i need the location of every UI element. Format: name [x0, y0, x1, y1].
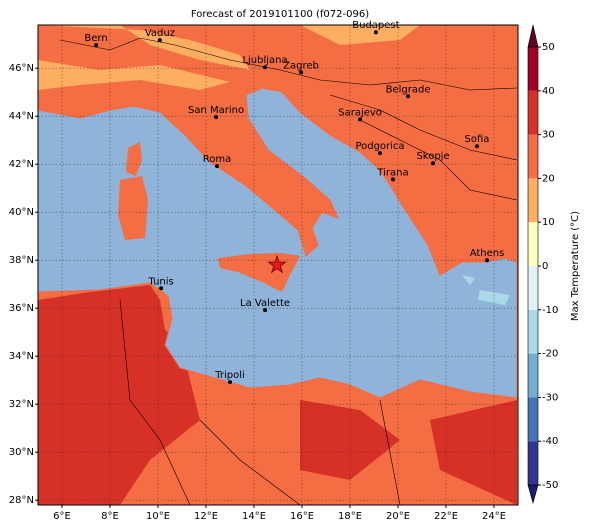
city-dot [159, 286, 164, 291]
city-dot [485, 258, 490, 263]
city-label: Belgrade [386, 84, 431, 95]
colorbar-tick-label: 0 [542, 261, 548, 272]
colorbar-tick-label: 50 [542, 42, 555, 53]
city-label: Zagreb [283, 60, 319, 71]
city-label: Budapest [352, 20, 399, 31]
colorbar: 50 40 30 20 10 0 -10 -20 -30 -40 -50 [527, 24, 558, 505]
city-label: Tirana [376, 167, 408, 178]
city-dot [263, 65, 268, 70]
city-dot [157, 38, 162, 43]
city-label: Sofia [465, 134, 490, 145]
colorbar-segment [528, 90, 538, 135]
city-label: Tunis [147, 276, 173, 287]
colorbar-tick-label: -10 [542, 305, 558, 316]
lat-tick-label: 36°N [9, 303, 34, 314]
city-label: Podgorica [355, 141, 404, 152]
city-dot [358, 117, 363, 122]
lon-tick-label: 18°E [338, 511, 362, 522]
lon-tick-label: 22°E [434, 511, 458, 522]
lon-tick-label: 6°E [53, 511, 71, 522]
aegean-islands [462, 275, 510, 305]
city-label: San Marino [188, 105, 244, 116]
city-label: Skopje [416, 151, 449, 162]
colorbar-segment [528, 353, 538, 398]
sardinia [118, 176, 148, 240]
city-dot [215, 164, 220, 169]
colorbar-tick-label: -40 [542, 436, 558, 447]
city-label: Vaduz [145, 28, 175, 39]
colorbar-segment [528, 441, 538, 485]
lon-tick-label: 8°E [101, 511, 119, 522]
city-dot [474, 144, 479, 149]
lat-tick-label: 44°N [9, 111, 34, 122]
colorbar-tick-label: 10 [542, 217, 555, 228]
city-label: Sarajevo [338, 107, 382, 118]
city-dot [406, 94, 411, 99]
colorbar-tick-label: -20 [542, 349, 558, 360]
city-dot [299, 70, 304, 75]
lat-tick-label: 28°N [9, 495, 34, 506]
lat-tick-label: 42°N [9, 159, 34, 170]
lat-tick-label: 30°N [9, 447, 34, 458]
lon-tick-label: 24°E [482, 511, 506, 522]
city-dot [94, 43, 99, 48]
city-label: Bern [84, 33, 107, 44]
cool-land [38, 25, 420, 90]
city-label: La Valette [240, 298, 290, 309]
lat-tick-label: 46°N [9, 63, 34, 74]
city-dot [214, 115, 219, 120]
colorbar-segment [528, 266, 538, 310]
city-dot [373, 30, 378, 35]
lat-tick-label: 32°N [9, 399, 34, 410]
star-marker [267, 254, 287, 274]
city-label: Tripoli [214, 370, 245, 381]
city-label: Athens [470, 248, 505, 259]
map-frame [37, 24, 519, 506]
title: Forecast of 2019101100 (f072-096) [191, 9, 369, 20]
lat-tick-label: 38°N [9, 255, 34, 266]
city-dot [228, 380, 232, 385]
colorbar-label: Max Temperature (°C) [570, 211, 581, 321]
lat-tick-label: 34°N [9, 351, 34, 362]
lat-tick-label: 40°N [9, 207, 34, 218]
colorbar-tick-label: -50 [542, 480, 558, 491]
city-dot [431, 161, 436, 166]
colorbar-segment [528, 178, 538, 223]
colorbar-segment [528, 222, 538, 266]
city-label: Ljubljana [242, 55, 287, 66]
lon-tick-label: 12°E [194, 511, 218, 522]
city-dot [390, 177, 395, 182]
colorbar-segment [528, 397, 538, 442]
lon-tick-label: 10°E [146, 511, 170, 522]
colorbar-tick-label: -30 [542, 392, 558, 403]
corsica [126, 142, 142, 176]
city-dot [378, 151, 382, 156]
city-dot [263, 308, 268, 313]
colorbar-segment [528, 47, 538, 91]
colorbar-segment [528, 309, 538, 354]
lon-tick-label: 16°E [290, 511, 314, 522]
city-label: Roma [203, 154, 232, 165]
lon-tick-label: 20°E [386, 511, 410, 522]
lon-tick-label: 14°E [242, 511, 266, 522]
colorbar-tick-label: 20 [542, 173, 555, 184]
colorbar-over [527, 24, 539, 48]
colorbar-under [527, 484, 539, 505]
colorbar-segment [528, 134, 538, 179]
colorbar-tick-label: 40 [542, 86, 555, 97]
graticule: 6°E 8°E 10°E 12°E 14°E 16°E 18°E 20°E 22°E 24°E 28… [9, 25, 518, 522]
colorbar-tick-label: 30 [542, 130, 555, 141]
